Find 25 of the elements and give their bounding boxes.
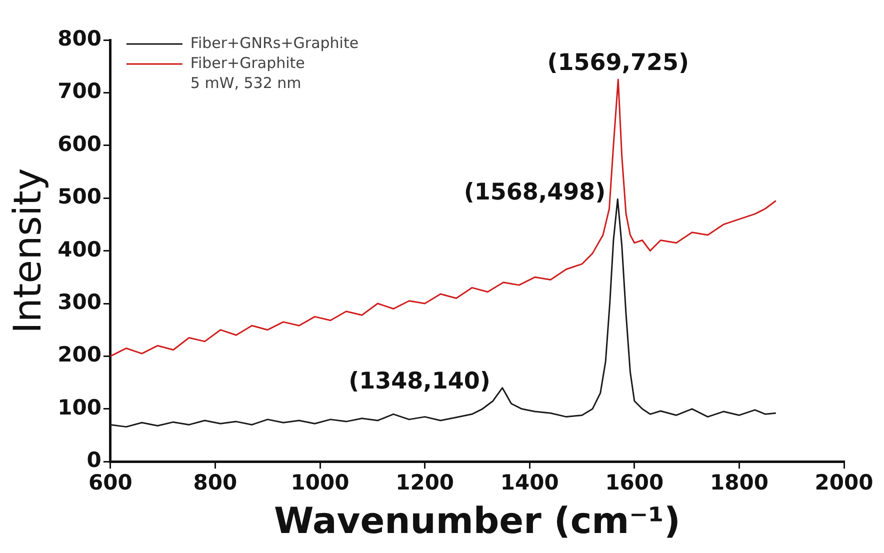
annotation: (1348,140) [348,368,490,394]
x-tick-label: 1200 [396,470,454,495]
annotation: (1568,498) [464,180,606,206]
x-tick-label: 800 [193,470,238,495]
y-tick-label: 700 [58,79,102,104]
annotation: 5 mW, 532 nm [190,74,302,92]
x-tick-label: 600 [88,470,132,495]
y-tick-label: 600 [58,132,102,156]
legend-label: Fiber+Graphite [190,54,305,72]
y-tick-label: 100 [58,395,102,420]
x-tick-label: 1400 [500,470,559,495]
annotation: (1569,725) [547,50,690,76]
y-tick-label: 0 [86,448,102,472]
y-tick-label: 200 [58,342,102,367]
x-tick-label: 1000 [290,470,350,495]
x-axis-title: Wavenumber (cm⁻¹) [274,500,680,542]
y-tick-label: 400 [58,237,102,262]
x-tick-label: 1800 [710,470,768,495]
y-axis-title: Intensity [6,168,50,334]
x-tick-label: 1600 [605,470,664,495]
y-tick-label: 500 [58,184,102,209]
legend-label: Fiber+GNRs+Graphite [190,34,359,52]
y-tick-label: 800 [58,26,102,50]
x-tick-label: 2000 [814,470,874,495]
y-tick-label: 300 [58,290,102,314]
